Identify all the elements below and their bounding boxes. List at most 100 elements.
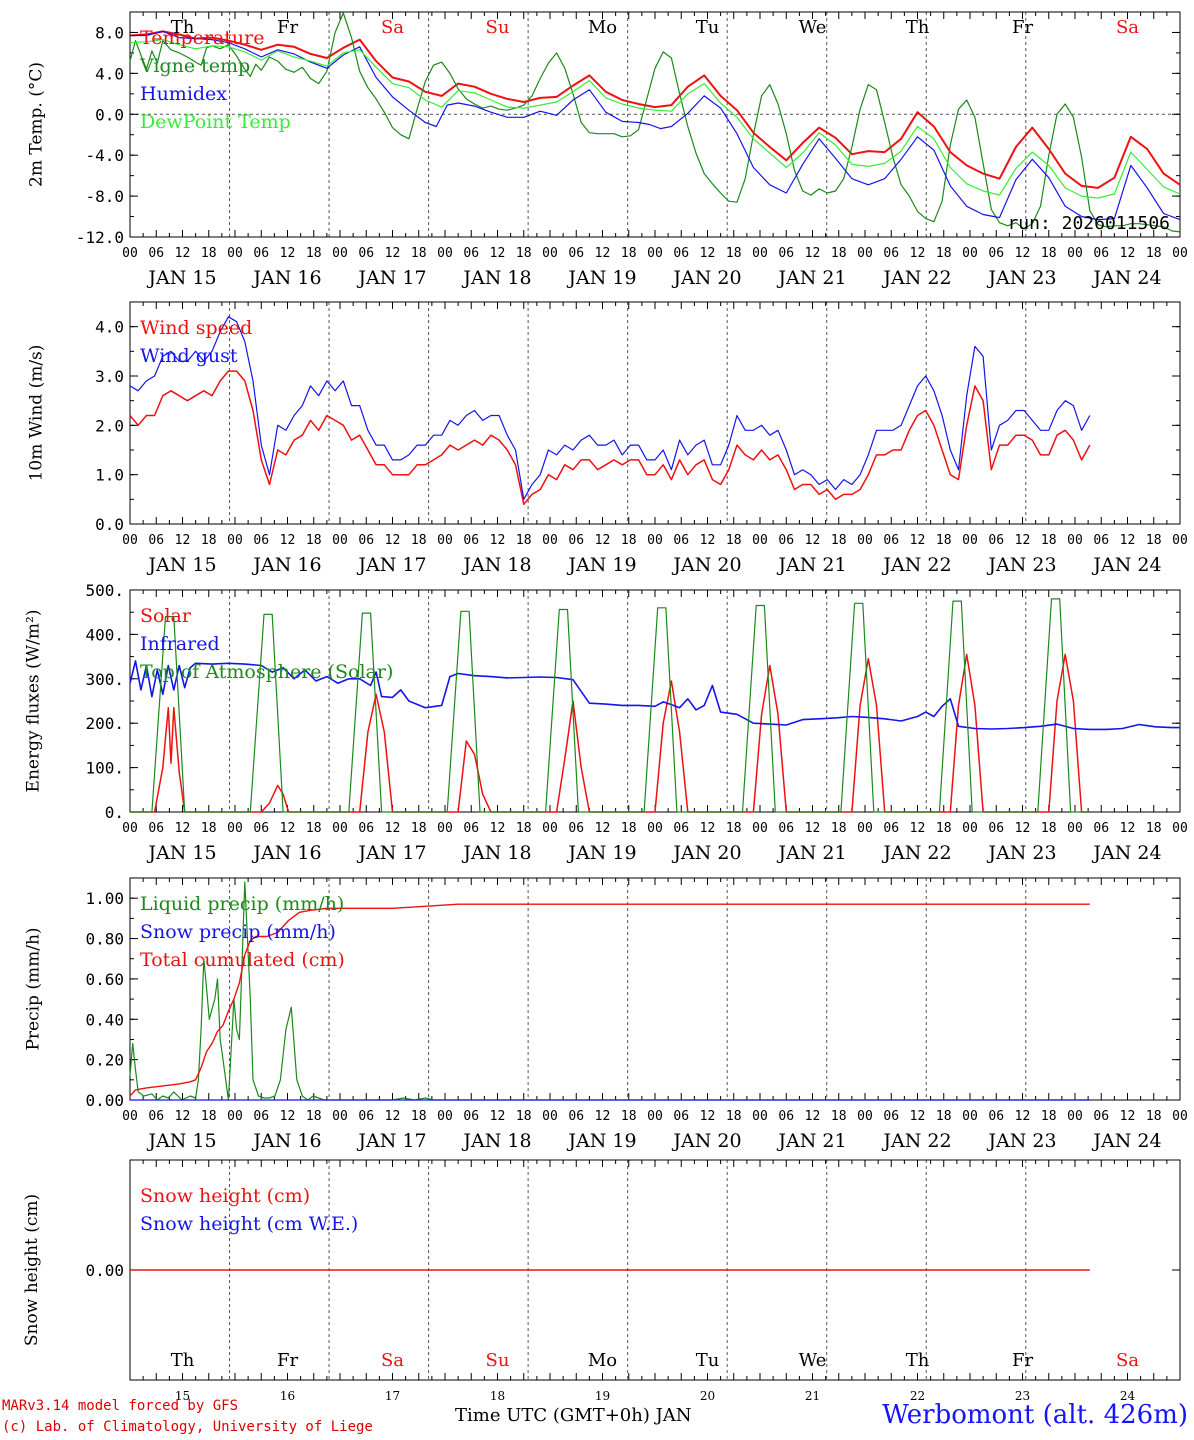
dow-label: Th	[906, 1350, 930, 1371]
x-date-label: JAN 23	[986, 267, 1056, 289]
x-date-label: JAN 23	[986, 842, 1056, 864]
x-hour-label: 12	[910, 1109, 926, 1124]
x-date-label: JAN 23	[986, 554, 1056, 576]
x-hour-label: 00	[857, 533, 873, 548]
x-hour-label: 06	[148, 533, 164, 548]
x-hour-label: 12	[910, 246, 926, 261]
x-hour-label: 18	[201, 533, 217, 548]
x-date-label: JAN 17	[356, 842, 426, 864]
lab-credit: (c) Lab. of Climatology, University of L…	[2, 1419, 373, 1435]
x-hour-label: 06	[673, 533, 689, 548]
series-humidex	[130, 30, 1181, 221]
x-hour-label: 12	[175, 246, 191, 261]
panel-precip: 0.00 0.20 0.40 0.60 0.80 1.00 Precip (mm/h) Liq…	[24, 877, 1188, 1152]
x-hour-label: 18	[411, 1109, 427, 1124]
x-date-label: JAN 21	[776, 554, 846, 576]
x-hour-label: 00	[227, 1109, 243, 1124]
x-hour-label: 06	[358, 533, 374, 548]
legend-entry: Top of Atmosphere (Solar)	[140, 661, 393, 683]
x-date-label: JAN 24	[1091, 267, 1161, 289]
x-hour-label: 12	[280, 246, 296, 261]
x-hour-label: 00	[1172, 246, 1188, 261]
legend-entry: DewPoint Temp	[140, 111, 291, 133]
x-hour-label: 12	[910, 533, 926, 548]
x-axis-title: Time UTC (GMT+0h) JAN	[455, 1405, 692, 1426]
x-hour-label: 18	[726, 533, 742, 548]
x-hour-label: 18	[411, 246, 427, 261]
x-date-label: JAN 24	[1091, 842, 1161, 864]
x-hour-label: 12	[280, 821, 296, 836]
x-date-label: JAN 24	[1091, 554, 1161, 576]
x-hour-label: 00	[1172, 821, 1188, 836]
x-hour-label: 18	[936, 821, 952, 836]
x-hour-label: 12	[1015, 533, 1031, 548]
y-axis-label: Snow height (cm)	[22, 1194, 42, 1346]
x-hour-label: 12	[595, 821, 611, 836]
x-hour-label: 00	[542, 246, 558, 261]
y-tick-label: 0.	[105, 803, 124, 822]
series-temperature	[129, 30, 1181, 189]
x-hour-label: 06	[778, 533, 794, 548]
x-hour-label: 06	[358, 821, 374, 836]
x-date-label: JAN 15	[146, 1130, 216, 1152]
y-tick-label: -4.0	[85, 146, 124, 165]
x-hour-label: 12	[490, 821, 506, 836]
x-date-label: JAN 22	[881, 842, 951, 864]
day-number-label: 22	[910, 1389, 925, 1403]
x-hour-label: 18	[831, 1109, 847, 1124]
x-hour-label: 12	[700, 246, 716, 261]
y-tick-label: 0.0	[95, 515, 124, 534]
x-date-label: JAN 21	[776, 267, 846, 289]
x-hour-label: 06	[883, 246, 899, 261]
x-hour-label: 18	[411, 821, 427, 836]
dow-label: Mo	[588, 17, 617, 38]
series-dewpoint-temp	[129, 38, 1181, 199]
x-hour-label: 06	[673, 246, 689, 261]
y-tick-label: 3.0	[95, 367, 124, 386]
x-hour-label: 00	[1067, 821, 1083, 836]
y-tick-label: -8.0	[85, 187, 124, 206]
x-hour-label: 06	[988, 1109, 1004, 1124]
x-date-label: JAN 23	[986, 1130, 1056, 1152]
x-hour-label: 12	[280, 533, 296, 548]
legend-entry: Humidex	[140, 83, 227, 105]
x-hour-label: 06	[883, 1109, 899, 1124]
legend-entry: Snow height (cm)	[140, 1185, 310, 1207]
x-date-label: JAN 19	[566, 842, 636, 864]
x-hour-label: 00	[962, 246, 978, 261]
x-hour-label: 12	[805, 1109, 821, 1124]
dow-label: Mo	[588, 1350, 617, 1371]
x-hour-label: 18	[516, 246, 532, 261]
y-tick-label: 0.20	[85, 1051, 124, 1070]
x-hour-label: 00	[122, 246, 138, 261]
x-hour-label: 12	[1120, 533, 1136, 548]
y-tick-label: 0.40	[85, 1010, 124, 1029]
x-hour-label: 18	[201, 1109, 217, 1124]
y-tick-label: 0.60	[85, 970, 124, 989]
x-hour-label: 18	[1146, 533, 1162, 548]
x-hour-label: 06	[988, 821, 1004, 836]
y-tick-label: 100.	[85, 759, 124, 778]
x-date-label: JAN 16	[251, 267, 321, 289]
dow-label: Fr	[277, 1350, 298, 1371]
x-hour-label: 06	[1093, 246, 1109, 261]
series-total-cumulated-cm-	[129, 903, 1090, 1097]
x-hour-label: 00	[1172, 1109, 1188, 1124]
series-wind-speed	[129, 370, 1091, 506]
x-hour-label: 18	[831, 533, 847, 548]
x-hour-label: 00	[647, 246, 663, 261]
y-tick-label: 2.0	[95, 416, 124, 435]
x-hour-label: 18	[1146, 1109, 1162, 1124]
x-hour-label: 18	[726, 1109, 742, 1124]
x-hour-label: 00	[122, 533, 138, 548]
dow-label: Sa	[1116, 17, 1139, 38]
day-number-label: 23	[1015, 1389, 1030, 1403]
x-hour-label: 06	[253, 821, 269, 836]
x-hour-label: 06	[253, 533, 269, 548]
x-hour-label: 18	[936, 246, 952, 261]
x-hour-label: 06	[253, 246, 269, 261]
series-wind-gust	[129, 316, 1091, 500]
x-date-label: JAN 20	[671, 554, 741, 576]
x-hour-label: 12	[175, 1109, 191, 1124]
